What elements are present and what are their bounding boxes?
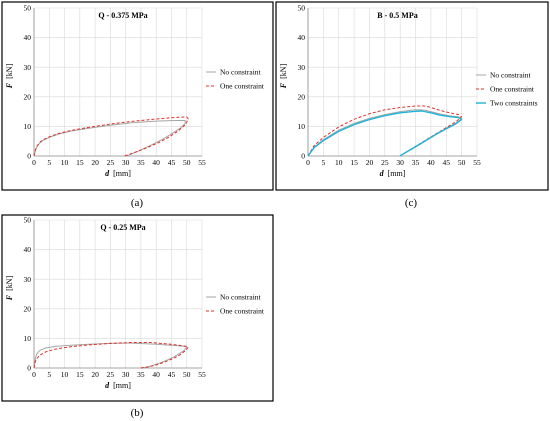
y-tick-label: 30	[24, 63, 32, 72]
series-line	[33, 120, 186, 157]
x-axis-label: d [mm]	[380, 169, 406, 178]
y-axis-label: F [kN]	[5, 63, 14, 89]
y-tick-label: 50	[24, 216, 32, 225]
x-tick-label: 15	[76, 370, 84, 379]
x-tick-label: 20	[91, 370, 99, 379]
chart-panel: 0 5 10 15 20 25 30 35 40 45 50 55 0 10 20 30 40 50 Q - 0.3…	[1, 1, 274, 191]
x-tick-label: 30	[122, 158, 130, 167]
y-axis-variable: F	[279, 82, 288, 89]
y-tick-label: 40	[298, 33, 306, 42]
legend-entry: No constraint	[220, 68, 262, 77]
panel-caption: (c)	[405, 197, 418, 209]
y-tick-label: 20	[298, 92, 306, 101]
y-tick-label: 10	[24, 122, 32, 131]
legend-entry: One constraint	[220, 307, 265, 316]
y-axis-unit: [kN]	[5, 63, 14, 78]
chart-title: B - 0.5 MPa	[377, 11, 417, 20]
y-tick-label: 0	[27, 364, 31, 373]
series-line	[33, 116, 189, 157]
x-tick-label: 55	[473, 158, 481, 167]
y-tick-label: 20	[24, 92, 32, 101]
legend-entry: Two constraints	[490, 99, 538, 108]
y-tick-label: 50	[298, 4, 306, 13]
series-line	[33, 342, 189, 369]
chart-title: Q - 0.375 MPa	[98, 11, 147, 20]
y-tick-label: 30	[298, 63, 306, 72]
x-axis-unit: [mm]	[113, 381, 131, 390]
x-tick-label: 5	[47, 158, 51, 167]
y-axis-variable: F	[5, 294, 14, 301]
x-tick-label: 20	[91, 158, 99, 167]
x-axis-variable: d	[380, 169, 385, 178]
series-line	[307, 110, 463, 157]
x-axis-label: d [mm]	[105, 381, 131, 390]
y-axis-label: F [kN]	[5, 275, 14, 301]
panel-caption: (a)	[131, 197, 144, 209]
panel-border	[275, 1, 549, 191]
panel-border	[1, 1, 274, 191]
x-tick-label: 55	[198, 370, 206, 379]
x-tick-label: 25	[381, 158, 389, 167]
y-tick-label: 40	[24, 33, 32, 42]
y-tick-label: 30	[24, 275, 32, 284]
x-tick-label: 10	[61, 158, 69, 167]
x-tick-label: 30	[122, 370, 130, 379]
x-tick-label: 25	[107, 158, 115, 167]
y-tick-label: 40	[24, 245, 32, 254]
x-tick-label: 10	[61, 370, 69, 379]
y-tick-label: 20	[24, 304, 32, 313]
y-tick-label: 10	[298, 122, 306, 131]
x-tick-label: 20	[366, 158, 374, 167]
x-axis-unit: [mm]	[388, 169, 406, 178]
y-tick-label: 50	[24, 4, 32, 13]
panel-border	[1, 214, 274, 402]
y-axis-label: F [kN]	[279, 63, 288, 89]
x-tick-label: 10	[335, 158, 343, 167]
x-tick-label: 45	[443, 158, 451, 167]
x-tick-label: 5	[47, 370, 51, 379]
x-tick-label: 40	[427, 158, 435, 167]
x-tick-label: 35	[137, 158, 145, 167]
chart-panel: 0 5 10 15 20 25 30 35 40 45 50 55 0 10 20 30 40 50 Q - 0.2…	[1, 214, 274, 402]
x-tick-label: 15	[76, 158, 84, 167]
panel-caption: (b)	[131, 407, 144, 419]
legend-entry: One constraint	[490, 85, 535, 94]
x-tick-label: 5	[321, 158, 325, 167]
x-tick-label: 40	[152, 370, 160, 379]
x-tick-label: 40	[152, 158, 160, 167]
x-tick-label: 35	[137, 370, 145, 379]
x-tick-label: 25	[107, 370, 115, 379]
x-axis-unit: [mm]	[113, 169, 131, 178]
series-line	[33, 342, 188, 369]
x-tick-label: 15	[350, 158, 358, 167]
y-axis-unit: [kN]	[5, 275, 14, 290]
y-tick-label: 10	[24, 334, 32, 343]
x-tick-label: 50	[458, 158, 466, 167]
x-tick-label: 0	[32, 370, 36, 379]
legend-entry: No constraint	[490, 71, 532, 80]
chart-panel: 0 5 10 15 20 25 30 35 40 45 50 55 0 10 20 30 40 50 B - 0.5…	[275, 1, 549, 191]
x-tick-label: 45	[168, 158, 176, 167]
x-tick-label: 35	[412, 158, 420, 167]
x-axis-variable: d	[105, 381, 110, 390]
x-tick-label: 30	[396, 158, 404, 167]
x-axis-variable: d	[105, 169, 110, 178]
x-tick-label: 50	[183, 158, 191, 167]
x-tick-label: 50	[183, 370, 191, 379]
legend-entry: One constraint	[220, 82, 265, 91]
x-tick-label: 0	[32, 158, 36, 167]
y-axis-unit: [kN]	[279, 63, 288, 78]
x-tick-label: 45	[168, 370, 176, 379]
y-axis-variable: F	[5, 82, 14, 89]
chart-title: Q - 0.25 MPa	[100, 223, 145, 232]
x-axis-label: d [mm]	[105, 169, 131, 178]
y-tick-label: 0	[301, 152, 305, 161]
legend-entry: No constraint	[220, 293, 262, 302]
y-tick-label: 0	[27, 152, 31, 161]
x-tick-label: 55	[198, 158, 206, 167]
x-tick-label: 0	[306, 158, 310, 167]
